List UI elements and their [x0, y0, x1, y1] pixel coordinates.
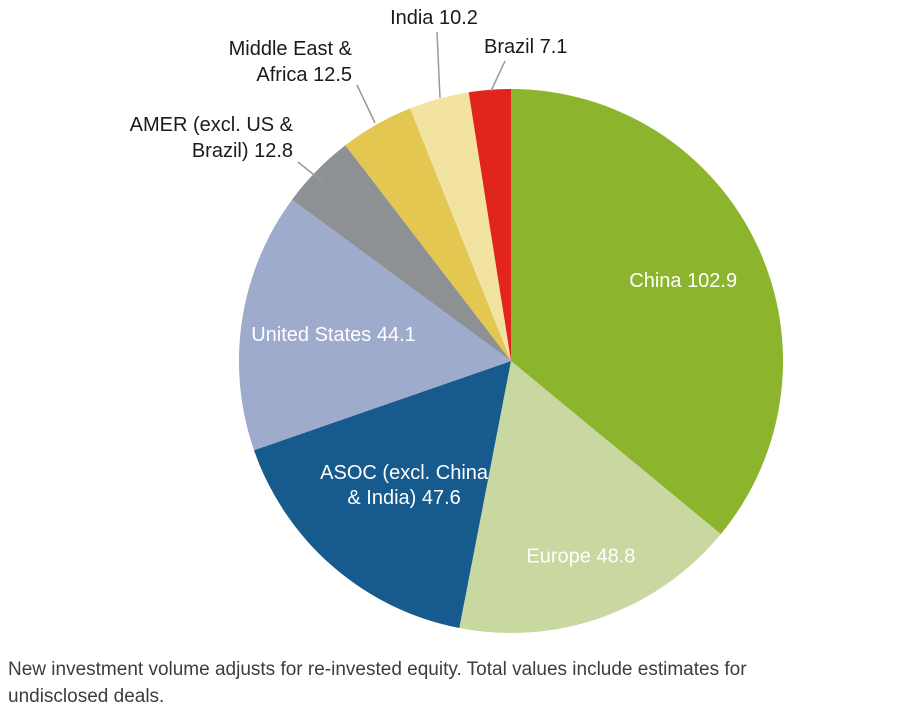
- slice-label-europe: Europe 48.8: [526, 546, 635, 568]
- outside-label-middle-east-africa: Middle East & Africa 12.5: [229, 38, 353, 86]
- pie-slice-china: [511, 89, 783, 535]
- outside-label-amer-excl-us-brazil: AMER (excl. US & Brazil) 12.8: [130, 114, 294, 162]
- leader-line-amer-excl-us-brazil: [297, 161, 325, 184]
- chart-footnote-line-2: undisclosed deals.: [8, 685, 165, 706]
- pie-slice-amer-excl-us-brazil: [292, 145, 511, 361]
- pie-slice-europe: [459, 361, 721, 633]
- pie-slice-india: [410, 92, 511, 362]
- outside-label-india: India 10.2: [390, 7, 478, 29]
- pie-slice-brazil: [468, 88, 511, 361]
- pie-slice-middle-east-africa: [345, 108, 511, 362]
- outside-label-brazil: Brazil 7.1: [484, 36, 567, 58]
- slice-label-china: China 102.9: [629, 270, 737, 292]
- chart-footnote: New investment volume adjusts for re-inv…: [8, 657, 916, 706]
- pie-slice-united-states: [238, 199, 511, 451]
- slice-label-asoc-excl-china-india: ASOC (excl. China & India) 47.6: [320, 462, 489, 509]
- leader-line-middle-east-africa: [356, 84, 376, 124]
- pie-slice-asoc-excl-china-india: [254, 361, 511, 628]
- chart-footnote-line-1: New investment volume adjusts for re-inv…: [8, 659, 747, 680]
- leader-line-brazil: [490, 60, 506, 92]
- slice-label-united-states: United States 44.1: [251, 324, 416, 346]
- leader-line-india: [436, 31, 441, 99]
- pie-chart: China 102.9 Europe 48.8 ASOC (excl. China &…: [130, 7, 783, 633]
